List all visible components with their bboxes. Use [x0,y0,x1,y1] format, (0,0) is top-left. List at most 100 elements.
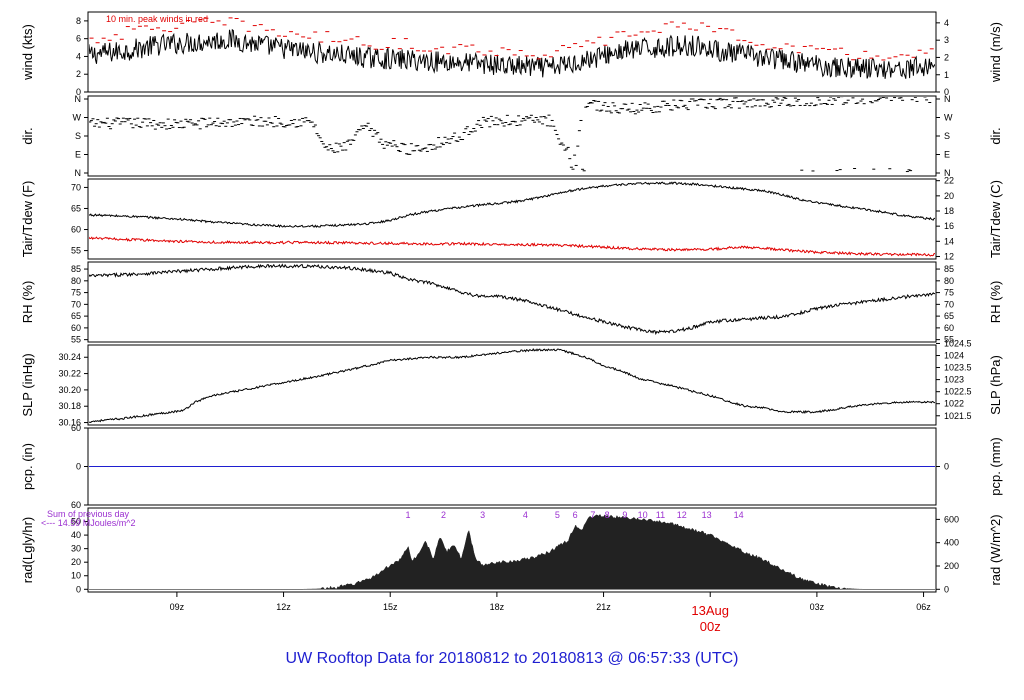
y-axis-label-right: RH (%) [988,281,1003,324]
radiation-area [89,513,935,590]
y-tick-label-right: 0 [944,87,949,97]
y-tick-label-left: 10 [71,571,81,581]
y-tick-label-right: 0 [944,462,949,472]
hour-mark-label: 13 [702,510,712,520]
day-marker-time: 00z [700,619,721,634]
y-tick-label-left: E [75,150,81,160]
y-tick-label-left: 60 [71,423,81,433]
hour-mark-label: 1 [405,510,410,520]
y-tick-label-right: 1 [944,70,949,80]
peak-wind-note: 10 min. peak winds in red [106,14,208,24]
hour-mark-label: 9 [622,510,627,520]
hour-mark-label: 14 [734,510,744,520]
y-tick-label-right: S [944,131,950,141]
y-tick-label-right: 1024.5 [944,338,972,348]
y-tick-label-left: 60 [71,500,81,510]
y-tick-label-left: 0 [76,584,81,594]
y-tick-label-left: 2 [76,69,81,79]
y-axis-label-right: rad (W/m^2) [988,514,1003,585]
chart-title: UW Rooftop Data for 20180812 to 20180813… [285,650,739,667]
x-tick-label: 21z [596,602,611,612]
y-tick-label-left: 30.24 [58,352,81,362]
x-tick-label: 15z [383,602,398,612]
y-axis-label: rad(Lgly/hr) [20,517,35,583]
panel-slp: 30.16 30.18 30.20 30.22 30.24 1021.5 1022 1022.… [20,338,1003,427]
panel-rad: 0 10 20 30 40 50 0 200 400 600 rad(Lgly/hr) rad (W/… [20,507,1003,594]
y-tick-label-left: 60 [71,225,81,235]
y-tick-label-right: N [944,168,951,178]
hour-mark-label: 10 [638,510,648,520]
y-tick-label-left: 40 [71,530,81,540]
y-tick-label-left: 0 [76,462,81,472]
panel-wind: 0 2 4 6 8 0 1 2 3 4 wind (kts) wind (m/s) 10 min. pe… [20,11,1003,97]
y-tick-label-left: 75 [71,288,81,298]
y-tick-label-left: W [73,113,82,123]
y-tick-label-left: 30.20 [58,385,81,395]
y-tick-label-left: S [75,131,81,141]
panel-frame [87,95,937,177]
panel-temp: 55 60 65 70 12 14 16 18 20 22 Tair/Tdew (F) Tair/Td… [20,176,1003,262]
y-tick-label-left: 70 [71,299,81,309]
y-tick-label-right: 75 [944,288,954,298]
y-tick-label-right: 3 [944,35,949,45]
panel-data [89,263,935,336]
y-tick-label-right: 20 [944,191,954,201]
y-tick-label-left: N [75,94,82,104]
x-tick-label: 18z [490,602,505,612]
series-line-wind-0 [89,28,935,79]
y-tick-label-right: E [944,150,950,160]
y-tick-label-left: 65 [71,311,81,321]
panel-frame [87,261,937,343]
y-tick-label-right: 12 [944,251,954,261]
x-tick-label: 09z [170,602,185,612]
y-axis-label-right: Tair/Tdew (C) [988,180,1003,258]
y-tick-label-right: 85 [944,264,954,274]
y-axis-label-right: pcp. (mm) [988,437,1003,496]
panel-data [89,17,935,79]
y-tick-label-right: 65 [944,311,954,321]
y-axis-label: SLP (inHg) [20,353,35,416]
y-tick-label-right: 400 [944,538,959,548]
panel-frame [87,507,937,593]
y-tick-label-left: 50 [71,517,81,527]
day-marker-date: 13Aug [691,603,729,618]
hour-mark-label: 2 [441,510,446,520]
panel-data [89,181,935,257]
y-tick-label-right: W [944,113,953,123]
y-tick-label-left: 55 [71,246,81,256]
y-tick-label-right: 60 [944,323,954,333]
hour-mark-label: 11 [656,510,665,520]
panel-data [89,513,935,590]
y-tick-label-left: 0 [76,87,81,97]
y-tick-label-right: 14 [944,236,954,246]
y-tick-label-left: 6 [76,34,81,44]
panel-frame [87,11,937,93]
y-axis-label: pcp. (in) [20,443,35,490]
panel-frame [87,178,937,260]
y-axis-label: Tair/Tdew (F) [20,181,35,258]
y-tick-label-left: 30 [71,544,81,554]
y-axis-label: wind (kts) [20,24,35,81]
y-tick-label-right: 16 [944,221,954,231]
y-tick-label-right: 55 [944,335,954,345]
hour-mark-label: 6 [573,510,578,520]
radiation-sum-note: <--- 14.59 MJoules/m^2 [41,518,136,528]
y-tick-label-left: 30.22 [58,369,81,379]
y-tick-label-left: 80 [71,276,81,286]
y-tick-label-right: 2 [944,52,949,62]
y-tick-label-left: 30.16 [58,418,81,428]
series-line-rh-0 [89,263,935,336]
series-line-temp-1 [89,236,935,257]
y-axis-label: dir. [20,127,35,144]
y-tick-label-right: 80 [944,276,954,286]
series-line-slp-0 [89,347,935,423]
y-tick-label-left: 55 [71,335,81,345]
radiation-sum-note: Sum of previous day [47,509,130,519]
x-tick-label: 12z [276,602,291,612]
y-tick-label-right: 70 [944,299,954,309]
y-tick-label-right: 200 [944,561,959,571]
